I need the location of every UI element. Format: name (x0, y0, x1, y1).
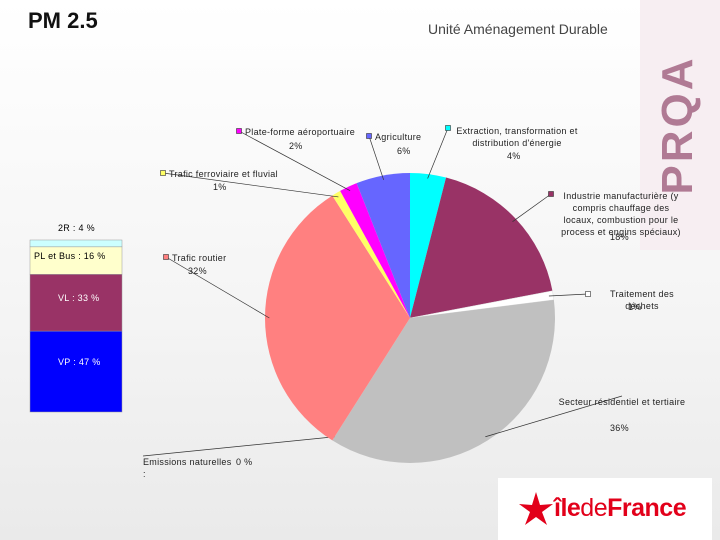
slide-title: PM 2.5 (28, 8, 98, 33)
pie-slice (409, 290, 555, 319)
slice-value-label: 18% (610, 232, 629, 242)
label-marker (585, 291, 591, 297)
slice-label: Agriculture (375, 132, 422, 142)
label-marker (236, 128, 242, 134)
slice-value-label: 1% (213, 182, 227, 192)
leader-line (548, 293, 589, 297)
slice-label: Secteur résidentiel et tertiaire (558, 397, 686, 407)
leader-line (142, 436, 335, 457)
slice-value-label: 6% (397, 146, 411, 156)
segment-label: VL : 33 % (58, 293, 100, 303)
pie-slice (340, 183, 410, 318)
leader-line (427, 127, 449, 179)
logo-text: îledeFrance (554, 494, 687, 523)
slice-label: Plate-forme aéroportuaire (245, 127, 356, 137)
bar-segment (29, 274, 123, 332)
logo-part: île (554, 494, 581, 522)
pie-slice (410, 177, 553, 318)
slice-label: Trafic ferroviaire et fluvial (169, 169, 278, 179)
slice-label: Industrie manufacturière (y compris chau… (561, 191, 681, 237)
label-marker (160, 170, 166, 176)
pie-slice (356, 173, 410, 318)
segment-label: VP : 47 % (58, 357, 101, 367)
segment-label: 2R : 4 % (58, 223, 95, 233)
label-marker (548, 191, 554, 197)
leader-line (165, 256, 270, 319)
brand-band (640, 0, 720, 250)
leader-line (368, 135, 384, 180)
logo-star (519, 492, 553, 525)
slice-value-label: 4% (507, 151, 521, 161)
logo-part: de (580, 494, 608, 522)
slice-label: Emissions naturelles : (143, 457, 232, 479)
segment-label: PL et Bus : 16 % (34, 251, 106, 261)
leader-line (162, 172, 339, 198)
slice-value-label: 32% (188, 266, 207, 276)
bar-segment (29, 239, 123, 248)
logo-box: îledeFrance (498, 478, 712, 540)
bar-segment (29, 330, 123, 413)
pie-slice (264, 195, 410, 441)
leader-line (485, 395, 623, 438)
logo-part: France (607, 494, 687, 522)
slice-value-label: 36% (610, 423, 629, 433)
label-marker (366, 133, 372, 139)
slice-value-label: 0 % (236, 457, 253, 467)
pie-slice (332, 299, 556, 463)
leader-line (512, 193, 552, 223)
bar-segment (29, 246, 123, 275)
leader-line (238, 130, 351, 192)
slice-value-label: 1% (628, 302, 642, 312)
slice-label: Traitement des déchets (610, 289, 674, 311)
slice-label: Extraction, transformation et distributi… (456, 126, 578, 148)
subtitle: Unité Aménagement Durable (428, 21, 608, 37)
slice-value-label: 2% (289, 141, 303, 151)
label-marker (163, 254, 169, 260)
pie-slice (332, 190, 410, 318)
label-marker (445, 125, 451, 131)
pie-slice (410, 173, 447, 318)
slice-label: Trafic routier (172, 253, 227, 263)
